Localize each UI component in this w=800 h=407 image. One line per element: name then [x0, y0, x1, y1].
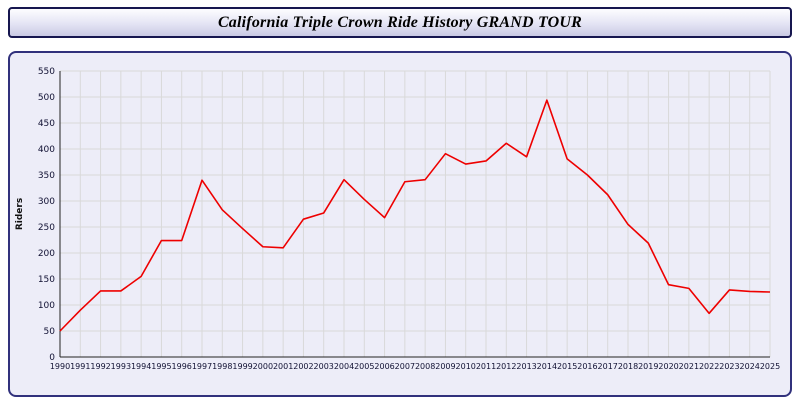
svg-text:550: 550: [38, 67, 55, 77]
svg-text:2006: 2006: [374, 362, 394, 371]
svg-text:2021: 2021: [679, 362, 699, 371]
svg-text:250: 250: [38, 223, 55, 233]
svg-text:1997: 1997: [192, 362, 212, 371]
svg-text:300: 300: [38, 197, 55, 207]
svg-text:2002: 2002: [293, 362, 313, 371]
svg-text:500: 500: [38, 93, 55, 103]
svg-text:2016: 2016: [577, 362, 597, 371]
svg-text:2014: 2014: [537, 362, 557, 371]
svg-text:2017: 2017: [598, 362, 618, 371]
svg-text:400: 400: [38, 145, 55, 155]
svg-text:2007: 2007: [395, 362, 415, 371]
svg-text:200: 200: [38, 249, 55, 259]
svg-text:2012: 2012: [496, 362, 516, 371]
svg-text:2009: 2009: [435, 362, 455, 371]
chart-title: California Triple Crown Ride History GRA…: [217, 14, 583, 31]
svg-text:2004: 2004: [334, 362, 354, 371]
svg-text:0: 0: [49, 353, 55, 363]
svg-text:2025: 2025: [760, 362, 780, 371]
svg-text:50: 50: [44, 327, 56, 337]
svg-text:2019: 2019: [638, 362, 658, 371]
svg-text:1991: 1991: [70, 362, 90, 371]
svg-text:1992: 1992: [90, 362, 110, 371]
svg-text:2010: 2010: [456, 362, 476, 371]
svg-text:100: 100: [38, 301, 55, 311]
svg-text:1995: 1995: [151, 362, 171, 371]
svg-text:350: 350: [38, 171, 55, 181]
svg-text:2020: 2020: [658, 362, 678, 371]
svg-text:450: 450: [38, 119, 55, 129]
svg-text:1993: 1993: [111, 362, 131, 371]
svg-text:Riders: Riders: [15, 198, 25, 230]
svg-text:2013: 2013: [516, 362, 536, 371]
svg-text:150: 150: [38, 275, 55, 285]
svg-text:1999: 1999: [232, 362, 252, 371]
svg-text:2005: 2005: [354, 362, 374, 371]
svg-text:1994: 1994: [131, 362, 151, 371]
svg-text:1996: 1996: [172, 362, 192, 371]
chart-title-bar: California Triple Crown Ride History GRA…: [8, 7, 792, 38]
svg-text:2023: 2023: [719, 362, 739, 371]
svg-text:2011: 2011: [476, 362, 496, 371]
chart-panel: 0 50 100 150 200 250 300 350 400 450 500 550 1990 199…: [8, 51, 792, 397]
svg-text:2018: 2018: [618, 362, 638, 371]
svg-text:2001: 2001: [273, 362, 293, 371]
svg-text:2008: 2008: [415, 362, 435, 371]
svg-text:1998: 1998: [212, 362, 232, 371]
svg-text:2000: 2000: [253, 362, 273, 371]
svg-text:2015: 2015: [557, 362, 577, 371]
svg-text:2003: 2003: [314, 362, 334, 371]
svg-text:2024: 2024: [740, 362, 760, 371]
svg-text:2022: 2022: [699, 362, 719, 371]
svg-text:1990: 1990: [50, 362, 70, 371]
